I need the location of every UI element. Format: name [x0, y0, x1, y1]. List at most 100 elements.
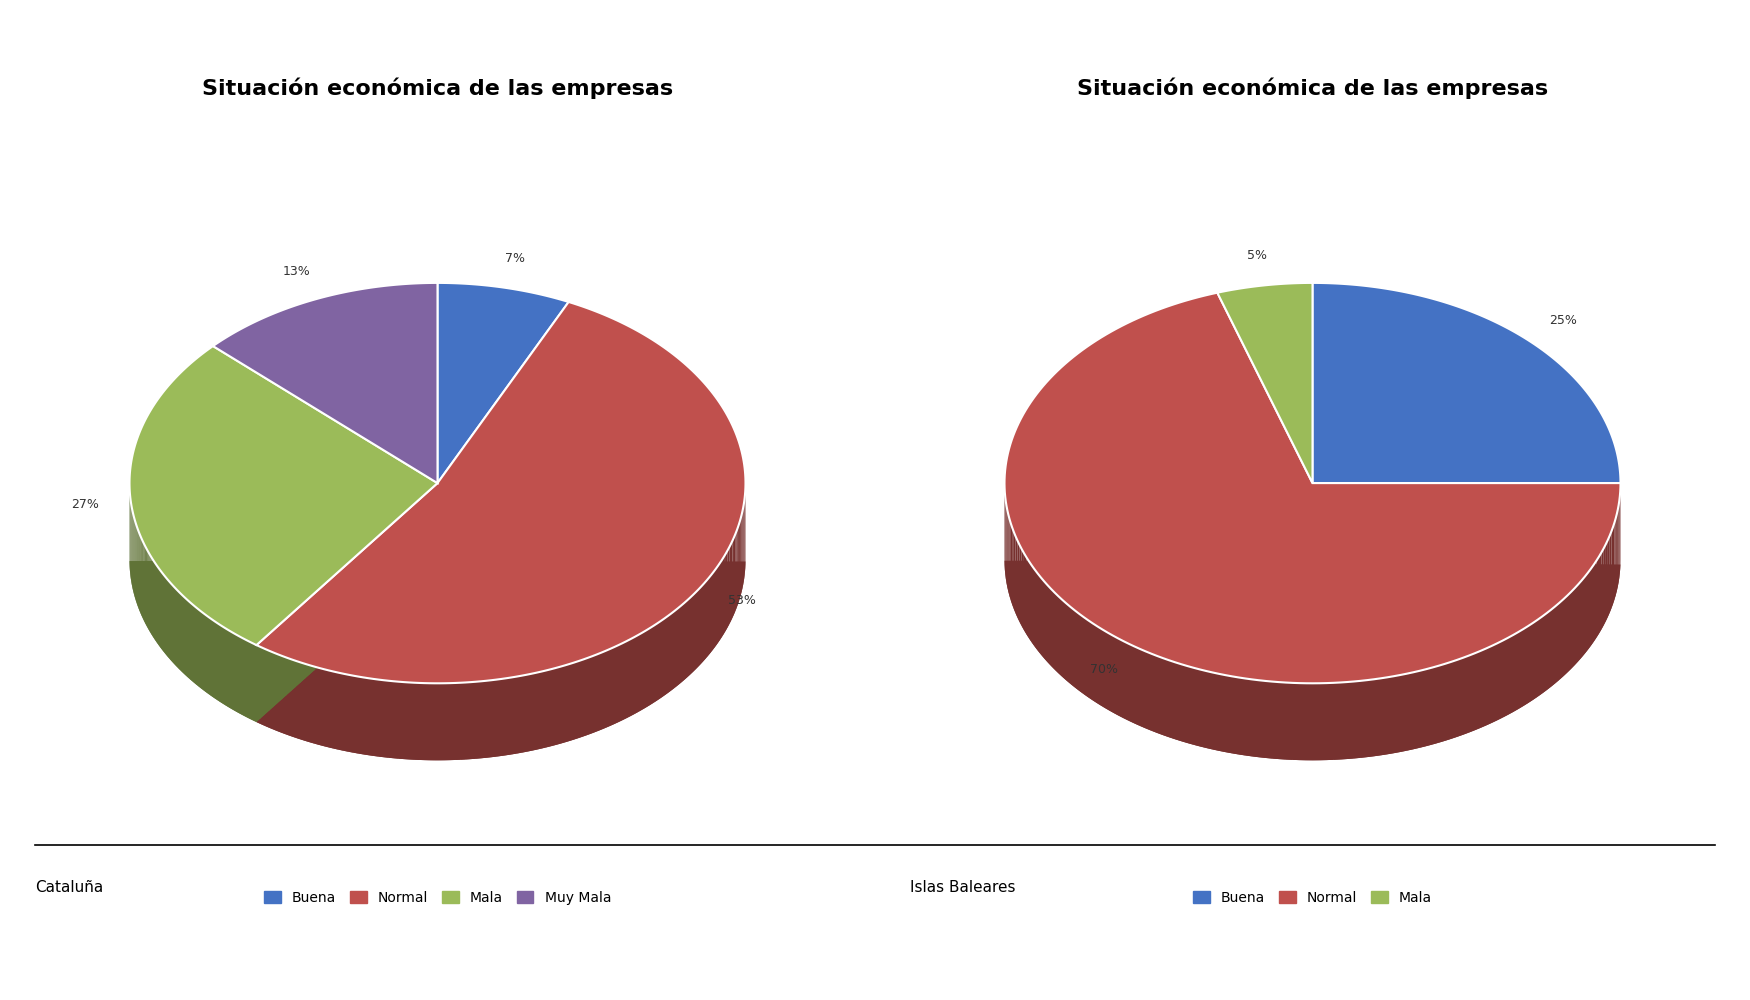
- Polygon shape: [1059, 596, 1062, 677]
- Polygon shape: [1124, 641, 1129, 721]
- Polygon shape: [282, 656, 287, 735]
- Polygon shape: [649, 626, 653, 705]
- Text: 7%: 7%: [504, 252, 525, 265]
- Polygon shape: [668, 614, 670, 693]
- Polygon shape: [210, 618, 212, 696]
- Polygon shape: [212, 619, 214, 697]
- Polygon shape: [1586, 573, 1587, 654]
- Polygon shape: [1414, 671, 1419, 749]
- Polygon shape: [264, 649, 270, 728]
- Polygon shape: [250, 642, 252, 720]
- Polygon shape: [1496, 641, 1503, 720]
- Polygon shape: [1246, 678, 1251, 756]
- Polygon shape: [415, 683, 420, 760]
- Polygon shape: [536, 672, 541, 750]
- Polygon shape: [560, 665, 565, 744]
- Polygon shape: [378, 680, 383, 757]
- Polygon shape: [1432, 666, 1438, 745]
- Polygon shape: [261, 647, 264, 726]
- Polygon shape: [726, 550, 728, 630]
- Polygon shape: [1097, 627, 1102, 707]
- Polygon shape: [1092, 623, 1097, 704]
- Polygon shape: [383, 680, 388, 758]
- Polygon shape: [420, 683, 425, 760]
- Polygon shape: [343, 674, 348, 752]
- Polygon shape: [1251, 679, 1258, 757]
- Polygon shape: [1108, 633, 1113, 712]
- Title: Situación económica de las empresas: Situación económica de las empresas: [1076, 78, 1549, 99]
- Polygon shape: [1578, 581, 1582, 661]
- Polygon shape: [1022, 549, 1024, 630]
- Polygon shape: [684, 600, 688, 680]
- Polygon shape: [1066, 603, 1071, 684]
- Polygon shape: [569, 663, 574, 741]
- Polygon shape: [394, 681, 399, 759]
- Polygon shape: [1258, 680, 1265, 758]
- Polygon shape: [1547, 610, 1550, 690]
- Polygon shape: [1232, 676, 1239, 754]
- Polygon shape: [214, 283, 438, 483]
- Polygon shape: [1426, 668, 1432, 746]
- Polygon shape: [1400, 674, 1407, 752]
- Polygon shape: [270, 651, 273, 730]
- Polygon shape: [471, 682, 476, 759]
- Polygon shape: [257, 560, 746, 760]
- Polygon shape: [1286, 683, 1293, 760]
- Polygon shape: [1034, 569, 1038, 650]
- Polygon shape: [1200, 669, 1206, 748]
- Polygon shape: [1024, 553, 1026, 634]
- Polygon shape: [240, 637, 242, 715]
- Polygon shape: [410, 682, 415, 760]
- Polygon shape: [707, 578, 709, 658]
- Polygon shape: [609, 647, 614, 726]
- Polygon shape: [310, 665, 315, 744]
- Polygon shape: [208, 617, 210, 695]
- Polygon shape: [1038, 573, 1041, 654]
- Polygon shape: [1020, 545, 1022, 626]
- Polygon shape: [1491, 643, 1496, 723]
- Polygon shape: [506, 677, 511, 755]
- Polygon shape: [254, 644, 257, 722]
- Polygon shape: [1348, 682, 1354, 759]
- Polygon shape: [1306, 683, 1312, 760]
- Polygon shape: [1169, 660, 1174, 739]
- Polygon shape: [1326, 683, 1334, 760]
- Polygon shape: [1015, 536, 1017, 617]
- Polygon shape: [233, 632, 234, 710]
- Polygon shape: [665, 616, 668, 696]
- Polygon shape: [1582, 577, 1586, 658]
- Polygon shape: [1340, 682, 1348, 759]
- Polygon shape: [1393, 675, 1400, 753]
- Polygon shape: [476, 681, 481, 759]
- Polygon shape: [1538, 617, 1542, 697]
- Polygon shape: [702, 584, 704, 663]
- Polygon shape: [646, 628, 649, 707]
- Polygon shape: [614, 645, 618, 724]
- Text: Islas Baleares: Islas Baleares: [910, 880, 1015, 895]
- Polygon shape: [662, 619, 665, 698]
- Polygon shape: [1608, 536, 1610, 617]
- Polygon shape: [696, 589, 698, 669]
- Polygon shape: [224, 628, 226, 706]
- Polygon shape: [130, 560, 438, 722]
- Polygon shape: [1129, 644, 1134, 723]
- Polygon shape: [674, 608, 677, 688]
- Polygon shape: [1265, 681, 1272, 759]
- Polygon shape: [450, 683, 455, 760]
- Polygon shape: [1575, 584, 1578, 665]
- Polygon shape: [1118, 638, 1124, 718]
- Polygon shape: [623, 641, 626, 720]
- Text: 53%: 53%: [728, 594, 756, 607]
- Polygon shape: [460, 682, 466, 760]
- Polygon shape: [1164, 658, 1169, 737]
- Polygon shape: [1213, 673, 1220, 751]
- Polygon shape: [522, 675, 527, 753]
- Polygon shape: [1475, 651, 1480, 730]
- Polygon shape: [630, 637, 635, 716]
- Polygon shape: [242, 638, 243, 716]
- Polygon shape: [217, 623, 219, 701]
- Polygon shape: [1102, 630, 1108, 710]
- Polygon shape: [718, 563, 721, 643]
- Polygon shape: [639, 633, 642, 712]
- Polygon shape: [1559, 599, 1563, 680]
